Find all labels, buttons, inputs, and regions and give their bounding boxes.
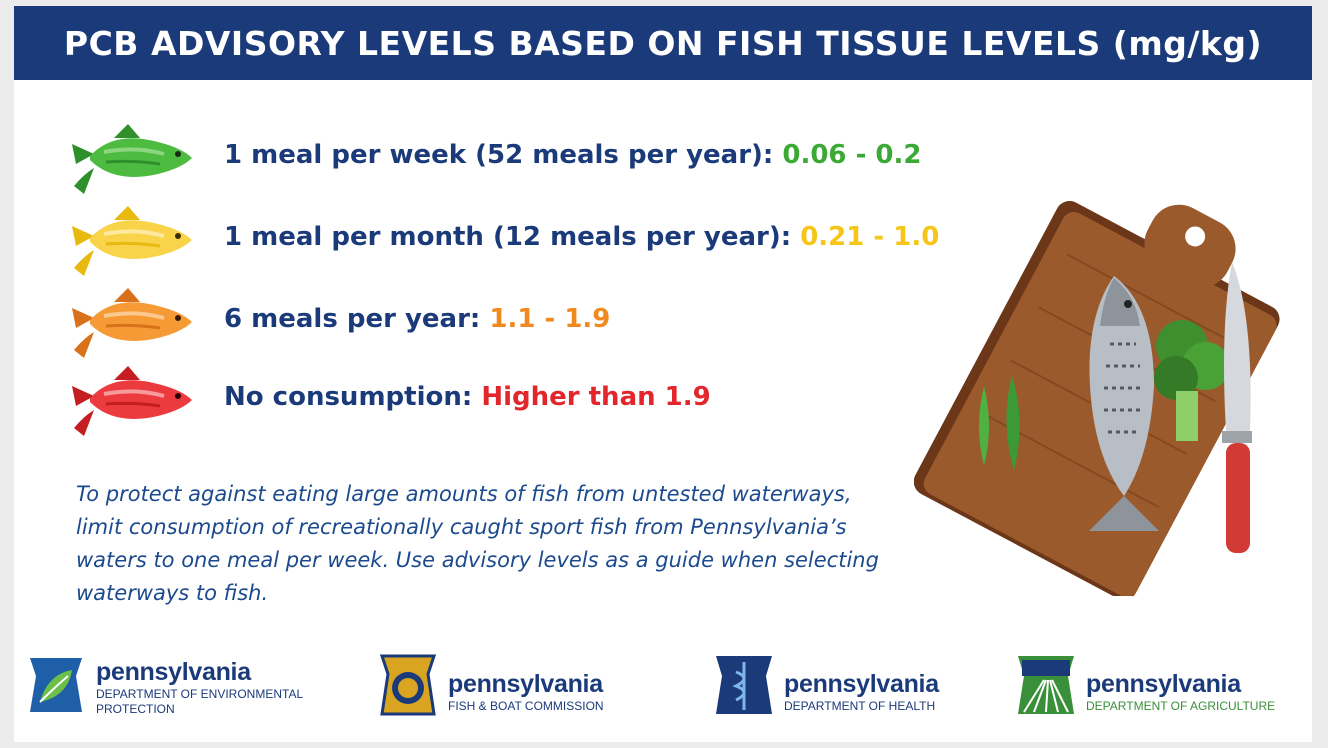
advisory-note: To protect against eating large amounts … — [76, 482, 879, 605]
cutting-board-illustration — [914, 200, 1280, 596]
logo-dep: pennsylvania DEPARTMENT OF ENVIRONMENTAL… — [24, 652, 324, 722]
logo-health: pennsylvania DEPARTMENT OF HEALTH — [712, 652, 992, 722]
advisory-range: 0.21 - 1.0 — [800, 222, 940, 252]
advisory-range: Higher than 1.9 — [481, 382, 711, 412]
orange-fish-icon — [72, 288, 192, 358]
logo-department: DEPARTMENT OF HEALTH — [784, 699, 936, 713]
logo-state-name: pennsylvania — [1086, 670, 1241, 698]
logo-department: DEPARTMENT OF ENVIRONMENTAL PROTECTION — [96, 687, 303, 716]
advisory-range: 0.06 - 0.2 — [782, 140, 922, 170]
fish-boat-badge-icon — [379, 654, 437, 716]
keystone-leaf-icon — [30, 658, 82, 712]
title-banner: PCB ADVISORY LEVELS BASED ON FISH TISSUE… — [14, 6, 1312, 80]
advisory-card: PCB ADVISORY LEVELS BASED ON FISH TISSUE… — [14, 6, 1312, 742]
logo-state-name: pennsylvania — [448, 670, 603, 698]
page-title: PCB ADVISORY LEVELS BASED ON FISH TISSUE… — [63, 23, 1263, 63]
logo-state-name: pennsylvania — [96, 658, 251, 686]
logo-agriculture: pennsylvania DEPARTMENT OF AGRICULTURE — [1014, 652, 1304, 722]
advisory-row-monthly: 1 meal per month (12 meals per year): 0.… — [54, 198, 1014, 280]
logo-department: DEPARTMENT OF AGRICULTURE — [1086, 699, 1276, 713]
keystone-field-icon — [1018, 656, 1074, 714]
yellow-fish-icon — [72, 206, 192, 276]
red-fish-icon — [72, 366, 192, 436]
advisory-label: 1 meal per week (52 meals per year): — [224, 140, 774, 170]
logo-fish-boat: pennsylvania FISH & BOAT COMMISSION — [376, 652, 676, 722]
advisory-row-no-consumption: No consumption: Higher than 1.9 — [54, 358, 1014, 440]
advisory-label: 1 meal per month (12 meals per year): — [224, 222, 792, 252]
advisory-row-six-meals: 6 meals per year: 1.1 - 1.9 — [54, 280, 1014, 362]
logo-department: FISH & BOAT COMMISSION — [448, 699, 604, 713]
advisory-label: No consumption: — [224, 382, 473, 412]
advisory-range: 1.1 - 1.9 — [489, 304, 611, 334]
keystone-caduceus-icon — [716, 656, 772, 714]
logo-state-name: pennsylvania — [784, 670, 939, 698]
advisory-label: 6 meals per year: — [224, 304, 481, 334]
agency-logos: pennsylvania DEPARTMENT OF ENVIRONMENTAL… — [14, 646, 1312, 726]
green-fish-icon — [72, 124, 192, 194]
advisory-row-weekly: 1 meal per week (52 meals per year): 0.0… — [54, 116, 1014, 198]
